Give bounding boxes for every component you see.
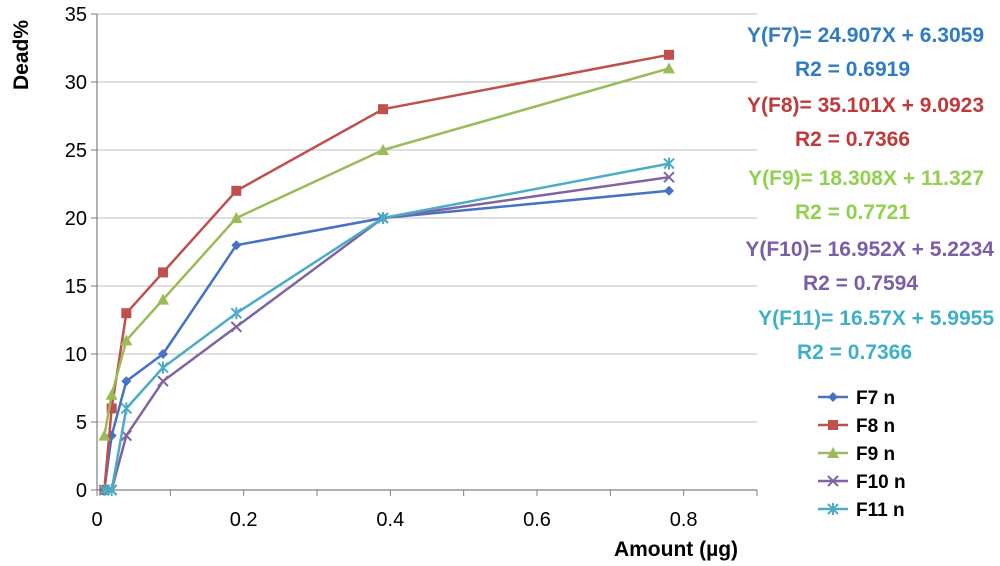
y-tick-label: 0 <box>76 480 87 502</box>
data-point <box>663 62 675 74</box>
legend-label: F8 n <box>856 416 895 437</box>
y-tick-label: 25 <box>65 140 87 162</box>
legend-item: F10 n <box>818 472 906 493</box>
legend-label: F7 n <box>856 388 895 409</box>
data-point <box>98 429 111 441</box>
data-point <box>120 334 133 346</box>
x-tick-label: 0.4 <box>376 509 404 531</box>
data-point <box>377 144 389 155</box>
y-axis: 0 5 10 15 20 25 30 35 <box>65 4 98 502</box>
data-point <box>231 240 242 251</box>
series-line <box>103 67 670 436</box>
regression-equation: Y(F10)= 16.952X + 5.2234 <box>745 238 994 261</box>
legend-label: F10 n <box>856 472 906 493</box>
y-tick-label: 5 <box>76 412 87 434</box>
legend-label: F9 n <box>856 444 895 465</box>
data-point <box>157 375 169 387</box>
series-lines <box>98 49 675 496</box>
legend-marker <box>827 447 839 458</box>
data-point <box>664 185 674 196</box>
r2-value: R2 = 0.6919 <box>795 58 910 81</box>
legend: F7 n F8 n F9 n F10 n F11 n <box>818 388 906 521</box>
data-point <box>378 104 388 115</box>
data-point <box>158 349 168 359</box>
gridlines <box>97 13 757 423</box>
data-point <box>120 402 133 415</box>
y-tick-label: 35 <box>65 4 87 26</box>
legend-item: F11 n <box>818 500 905 521</box>
regression-equation: Y(F8)= 35.101X + 9.0923 <box>747 94 984 117</box>
regression-equation: Y(F7)= 24.907X + 6.3059 <box>747 24 984 47</box>
data-point <box>157 361 169 374</box>
series-line <box>104 175 670 492</box>
legend-marker <box>827 503 839 515</box>
legend-marker <box>828 392 838 402</box>
y-axis-title: Dead% <box>10 20 33 90</box>
data-point <box>663 157 675 170</box>
x-tick-label: 0 <box>91 509 102 531</box>
legend-marker <box>828 420 838 430</box>
data-point <box>230 321 243 333</box>
legend-label: F11 n <box>856 500 905 521</box>
y-tick-label: 20 <box>65 208 87 230</box>
series-f7-n <box>99 185 674 495</box>
y-tick-label: 15 <box>65 276 87 298</box>
data-point <box>105 388 118 400</box>
data-point <box>106 403 117 414</box>
legend-marker <box>827 475 839 487</box>
y-tick-label: 10 <box>65 344 87 366</box>
data-point <box>664 49 674 60</box>
regression-equation: Y(F9)= 18.308X + 11.327 <box>748 167 984 190</box>
legend-item: F9 n <box>818 444 895 465</box>
data-point <box>158 267 168 278</box>
data-point <box>663 171 675 183</box>
equation-annotations: Y(F7)= 24.907X + 6.3059 R2 = 0.6919 Y(F8)=… <box>745 24 994 364</box>
regression-equation: Y(F11)= 16.57X + 5.9955 <box>758 307 994 330</box>
data-point <box>230 307 243 320</box>
r2-value: R2 = 0.7366 <box>795 128 910 151</box>
data-point <box>121 376 132 387</box>
legend-item: F8 n <box>818 416 895 437</box>
series-f11-n <box>98 157 675 496</box>
x-axis-title: Amount (µg) <box>614 538 738 561</box>
series-f8-n <box>99 49 674 495</box>
data-point <box>377 212 389 224</box>
data-point <box>157 293 169 305</box>
r2-value: R2 = 0.7366 <box>797 341 912 364</box>
data-point <box>230 212 243 223</box>
series-f9-n <box>98 62 675 441</box>
x-tick-label: 0.6 <box>523 509 551 531</box>
data-point <box>231 185 242 196</box>
data-point <box>121 308 132 319</box>
r2-value: R2 = 0.7594 <box>803 272 918 295</box>
x-tick-label: 0.8 <box>670 509 698 531</box>
series-line <box>103 189 670 491</box>
series-line <box>104 162 670 492</box>
x-tick-label: 0.2 <box>230 509 258 531</box>
data-point <box>105 484 118 496</box>
legend-item: F7 n <box>818 388 895 409</box>
x-axis: 0 0.2 0.4 0.6 0.8 <box>91 489 758 531</box>
y-tick-label: 30 <box>65 72 87 94</box>
r2-value: R2 = 0.7721 <box>795 201 910 224</box>
